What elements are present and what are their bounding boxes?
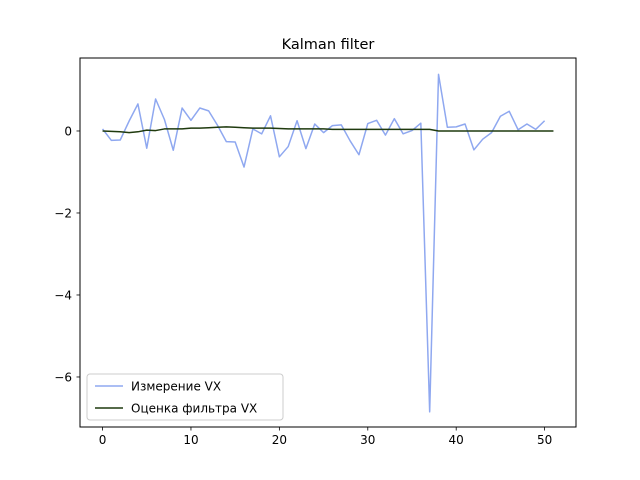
- legend-label-1: Измерение VX: [131, 380, 221, 394]
- x-tick-label: 30: [360, 433, 375, 447]
- x-tick-label: 20: [272, 433, 287, 447]
- legend-label-2: Оценка фильтра VX: [131, 402, 257, 416]
- legend: Измерение VX Оценка фильтра VX: [86, 373, 284, 421]
- x-tick-label: 50: [537, 433, 552, 447]
- y-axis: −6 −4 −2 0: [54, 124, 80, 384]
- series-line-2: [102, 126, 554, 134]
- legend-box: [86, 373, 284, 421]
- chart-title: Kalman filter: [282, 37, 375, 53]
- y-tick-label: −4: [54, 288, 72, 302]
- series-line-1: [101, 73, 546, 413]
- x-tick-label: 0: [99, 433, 107, 447]
- x-tick-label: 10: [183, 433, 198, 447]
- y-tick-label: 0: [64, 124, 72, 138]
- series-layer: [101, 73, 554, 413]
- y-tick-label: −2: [54, 206, 72, 220]
- x-tick-label: 40: [449, 433, 464, 447]
- plot-area-frame: [79, 57, 577, 428]
- y-tick-label: −6: [54, 370, 72, 384]
- x-axis: 0 10 20 30 40 50: [99, 427, 552, 447]
